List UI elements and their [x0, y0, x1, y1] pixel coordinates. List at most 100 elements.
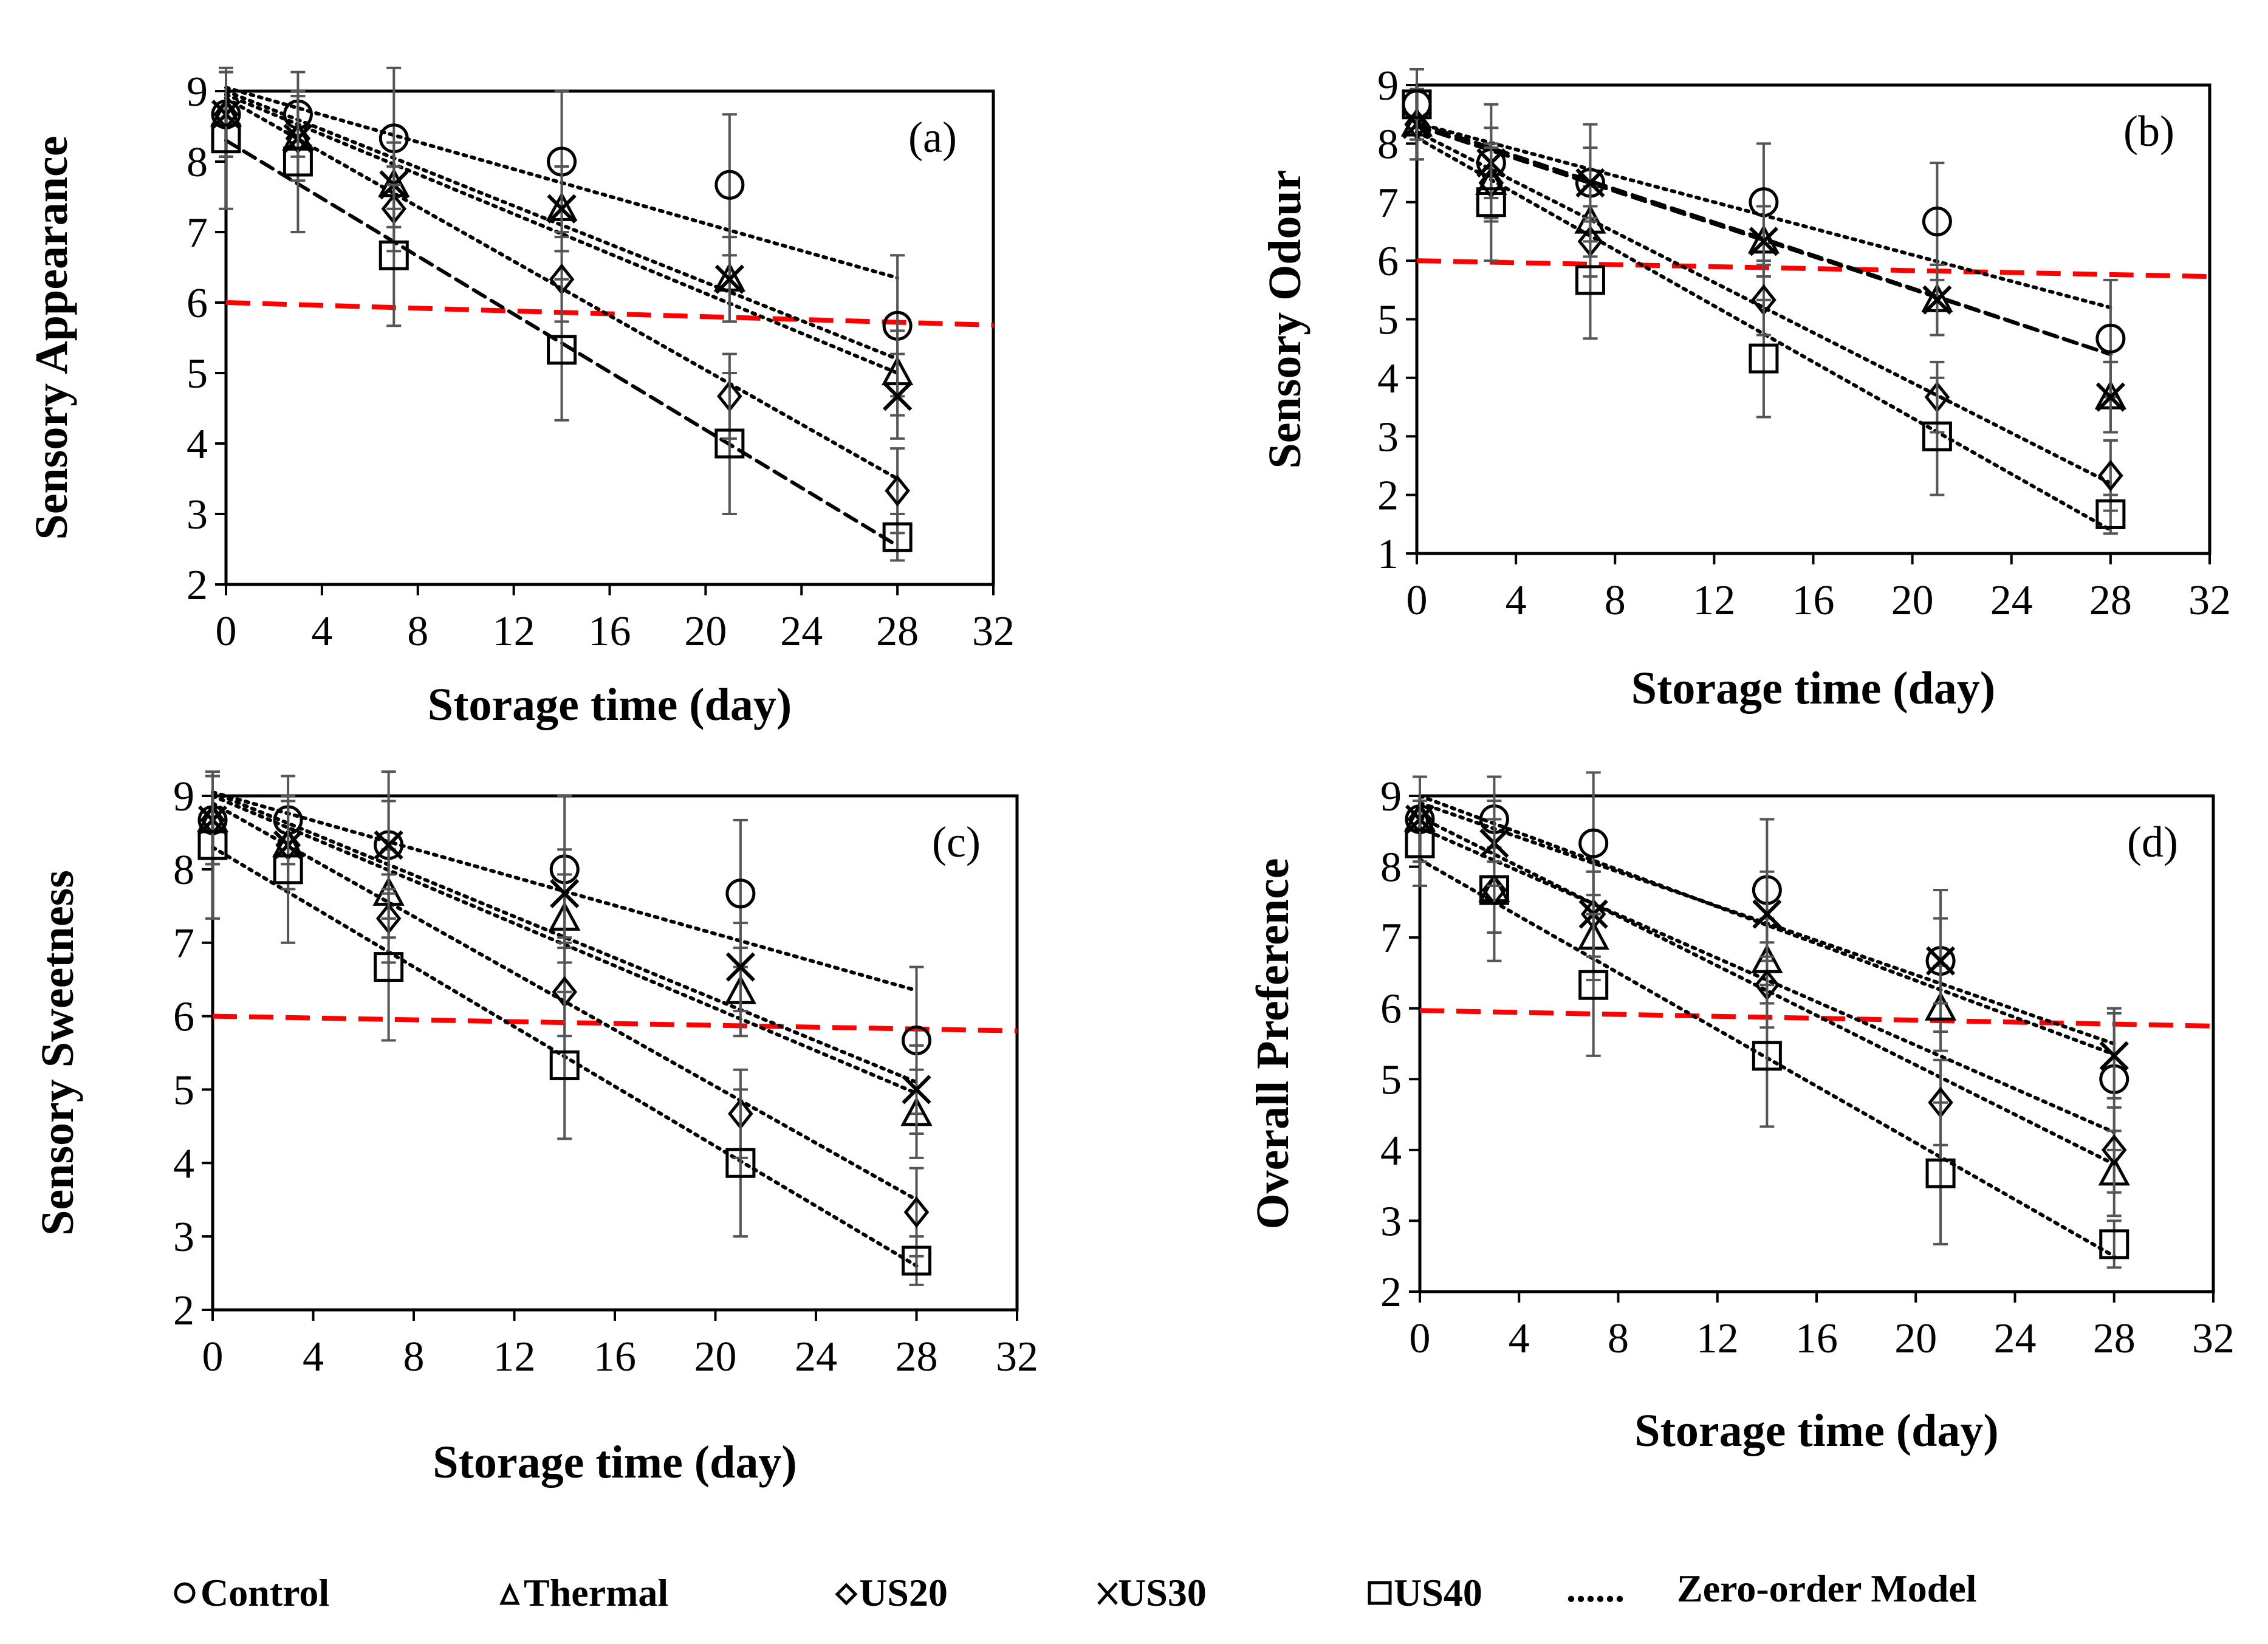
x-tick-label: 24 — [1994, 1315, 2037, 1362]
x-tick-label: 4 — [1509, 1315, 1530, 1362]
legend-label-us30: US30 — [1118, 1571, 1207, 1614]
data-point-us30-stroke — [374, 830, 403, 860]
data-point-control — [1922, 207, 1952, 237]
data-point-us40 — [1402, 89, 1432, 120]
error-bar — [1756, 298, 1771, 419]
data-point-us40 — [2099, 1229, 2129, 1259]
legend-item-thermal: Thermal — [499, 1571, 668, 1614]
y-tick-label: 8 — [187, 139, 208, 186]
data-point-us20 — [2098, 459, 2123, 491]
y-tick-label: 8 — [1380, 844, 1402, 891]
data-point-us30 — [2095, 382, 2125, 412]
y-tick-label: 9 — [187, 69, 208, 115]
error-bar — [1413, 800, 1427, 888]
y-tick-label: 2 — [1377, 473, 1399, 519]
data-point-us30-stroke — [2095, 382, 2125, 412]
data-point-us30 — [883, 382, 913, 411]
error-bar — [722, 372, 737, 515]
data-point-us40 — [725, 1148, 756, 1178]
model-line-us30 — [211, 790, 919, 1084]
legend-item-model: ...... Zero-order Model — [1566, 1567, 1977, 1610]
x-tick-label: 20 — [694, 1334, 737, 1380]
series-us40 — [211, 66, 913, 562]
data-point-us30-stroke — [547, 194, 577, 224]
data-point-us30 — [2099, 1041, 2129, 1070]
error-bar — [381, 892, 396, 1042]
x-tick-label: 8 — [1605, 577, 1626, 624]
x-tick-label: 16 — [589, 608, 631, 655]
panel-tag: (c) — [932, 818, 981, 866]
legend-item-us20: US20 — [835, 1571, 948, 1614]
x-tick-label: 20 — [684, 608, 727, 655]
data-point-us40 — [283, 146, 313, 177]
y-tick-label: 4 — [1377, 355, 1399, 402]
data-point-us40 — [1922, 421, 1952, 451]
data-point-us30 — [1922, 285, 1952, 315]
threshold-line — [212, 1013, 1018, 1033]
y-tick-label: 6 — [1377, 238, 1399, 285]
y-tick-label: 5 — [1380, 1057, 1402, 1103]
x-tick-label: 0 — [1410, 1315, 1431, 1362]
data-point-us40 — [379, 240, 409, 270]
y-tick-label: 9 — [1377, 63, 1399, 109]
error-bar — [1759, 984, 1775, 1128]
x-tick-label: 24 — [795, 1334, 837, 1380]
data-point-us30 — [1752, 899, 1782, 929]
data-point-us20 — [2101, 1134, 2127, 1166]
error-bar — [1583, 220, 1598, 340]
legend-item-control: Control — [174, 1571, 329, 1614]
error-bar — [1487, 818, 1502, 962]
y-tick-label: 5 — [173, 1067, 194, 1114]
model-line-us20 — [1418, 815, 2116, 1166]
legend-item-us40: US40 — [1368, 1571, 1482, 1614]
y-tick-label: 4 — [187, 421, 208, 468]
x-tick-label: 32 — [2192, 1315, 2235, 1362]
y-tick-label: 4 — [173, 1140, 194, 1187]
data-point-us30 — [1749, 227, 1779, 256]
data-point-us40 — [1925, 1158, 1956, 1188]
error-bar — [2106, 1106, 2122, 1194]
legend-label-thermal: Thermal — [524, 1571, 668, 1614]
data-point-us20 — [903, 1196, 930, 1228]
data-point-us20 — [885, 474, 910, 507]
x-tick-label: 20 — [1891, 577, 1934, 624]
data-point-us40 — [2095, 499, 2126, 529]
x-tick-label: 16 — [594, 1334, 636, 1380]
data-point-us40 — [1479, 875, 1509, 905]
y-tick-label: 6 — [187, 280, 208, 327]
panel-tag: (a) — [908, 113, 957, 162]
x-tick-label: 8 — [407, 608, 428, 655]
data-point-us30-stroke — [883, 382, 913, 411]
data-point-us30 — [725, 952, 755, 982]
x-tick-label: 16 — [1792, 577, 1835, 624]
data-point-control — [2095, 323, 2126, 354]
legend-cross-marker-icon — [1097, 1582, 1118, 1605]
data-point-us30-stroke — [1752, 899, 1782, 929]
x-axis-label: Storage time (day) — [1634, 1405, 1998, 1456]
data-point-us40 — [374, 952, 404, 982]
x-axis-label: Storage time (day) — [428, 679, 792, 730]
error-bar — [205, 770, 220, 920]
y-tick-label: 7 — [1380, 915, 1402, 962]
x-tick-label: 4 — [303, 1334, 324, 1380]
error-bar — [1933, 1101, 1948, 1245]
x-axis-label: Storage time (day) — [433, 1437, 797, 1488]
y-tick-label: 9 — [173, 773, 194, 820]
error-bar — [2106, 1219, 2122, 1269]
model-line-us20 — [1415, 130, 2112, 485]
error-bar — [1586, 913, 1601, 1057]
y-axis-label: Sensory Odour — [1259, 170, 1310, 469]
legend-item-us30: US30 — [1097, 1571, 1207, 1614]
series-us40 — [197, 770, 931, 1286]
y-axis-label: Overall Preference — [1247, 858, 1298, 1229]
data-point-us30-stroke — [725, 952, 755, 982]
legend-diamond-marker-icon — [835, 1583, 858, 1606]
data-point-us30-stroke — [1575, 168, 1605, 198]
error-bar — [219, 66, 233, 210]
x-tick-label: 28 — [876, 608, 919, 655]
x-tick-label: 12 — [493, 1334, 536, 1380]
y-tick-label: 8 — [1377, 121, 1399, 168]
data-point-us40 — [1749, 343, 1779, 374]
